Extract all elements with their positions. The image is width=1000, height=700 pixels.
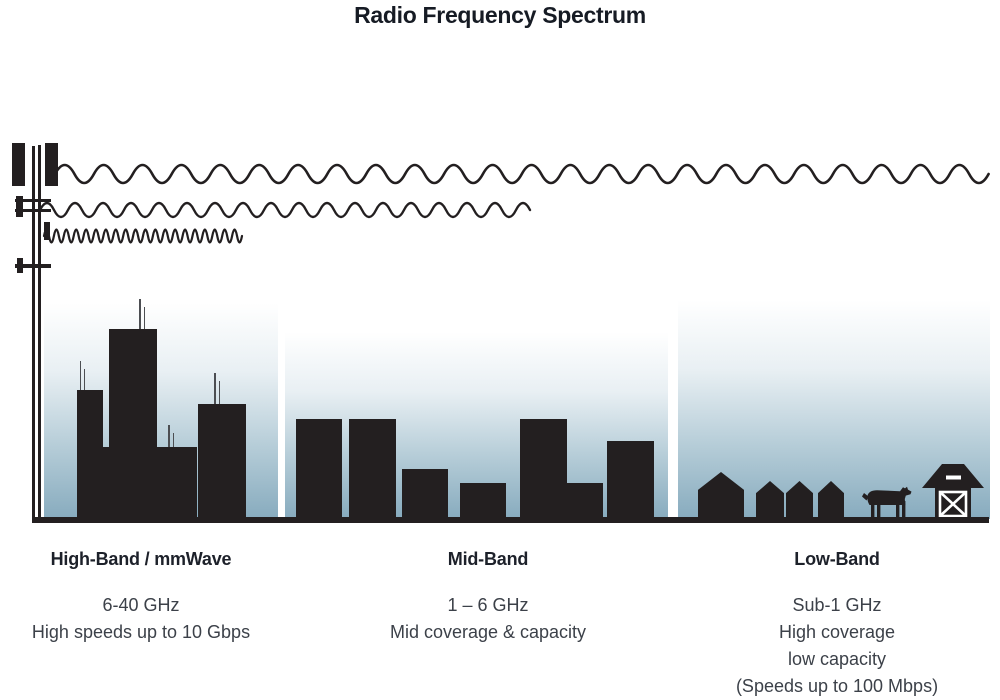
skyscraper-antenna-icon (172, 433, 175, 448)
high-band-description: 6-40 GHz High speeds up to 10 Gbps (21, 592, 261, 646)
tower-antenna-panel-right (44, 143, 58, 186)
skyscraper-antenna-icon (218, 381, 221, 405)
high-band-speed: High speeds up to 10 Gbps (31, 622, 251, 642)
low-band-capacity: low capacity (787, 649, 887, 669)
page-title: Radio Frequency Spectrum (354, 2, 646, 28)
building-silhouette (567, 483, 603, 519)
building-silhouette (349, 419, 396, 519)
low-band-frequency: Sub-1 GHz (792, 595, 882, 615)
tower-crossbar-2 (14, 208, 51, 212)
tower-crossbar-3 (14, 264, 51, 268)
skyscraper-antenna-icon (139, 299, 141, 330)
mid-band-frequency: 1 – 6 GHz (447, 595, 529, 615)
skyscraper-silhouette (77, 390, 103, 519)
building-silhouette (296, 419, 342, 519)
low-band-coverage: High coverage (778, 622, 896, 642)
high-band-wave-icon (42, 228, 244, 244)
mid-band-wave-icon (38, 201, 532, 219)
barn-door (938, 490, 968, 518)
building-silhouette (520, 419, 567, 519)
skyscraper-antenna-icon (79, 361, 82, 391)
low-band-description: Sub-1 GHz High coverage low capacity (Sp… (715, 592, 959, 700)
skyscraper-antenna-icon (168, 425, 170, 448)
tower-crossbar-1 (14, 198, 51, 202)
skyscraper-silhouette (198, 404, 246, 519)
building-silhouette (607, 441, 654, 519)
ground-baseline (32, 517, 989, 523)
mid-band-coverage: Mid coverage & capacity (389, 622, 587, 642)
barn-icon (922, 464, 984, 519)
mid-band-description: 1 – 6 GHz Mid coverage & capacity (368, 592, 608, 646)
skyscraper-antenna-icon (214, 373, 216, 405)
building-silhouette (460, 483, 506, 519)
low-band-title: Low-Band (794, 549, 880, 569)
tower-side-antenna-lower (16, 258, 23, 273)
low-band-speed: (Speeds up to 100 Mbps) (735, 676, 939, 696)
tower-side-antenna-upper (16, 196, 23, 217)
skyscraper-antenna-icon (143, 307, 146, 330)
skyscraper-silhouette (109, 329, 157, 519)
mid-band-title: Mid-Band (447, 549, 529, 569)
high-band-frequency: 6-40 GHz (102, 595, 180, 615)
skyscraper-antenna-icon (83, 369, 86, 391)
high-band-title: High-Band / mmWave (50, 549, 232, 569)
barn-window (946, 475, 961, 480)
tower-pole-left (32, 146, 35, 519)
tower-pole-right (37, 145, 41, 519)
low-band-wave-icon (53, 163, 990, 185)
cow-icon (862, 486, 912, 518)
tower-side-antenna-right (43, 222, 50, 240)
tower-antenna-panel-left (11, 143, 25, 186)
building-silhouette (402, 469, 448, 519)
